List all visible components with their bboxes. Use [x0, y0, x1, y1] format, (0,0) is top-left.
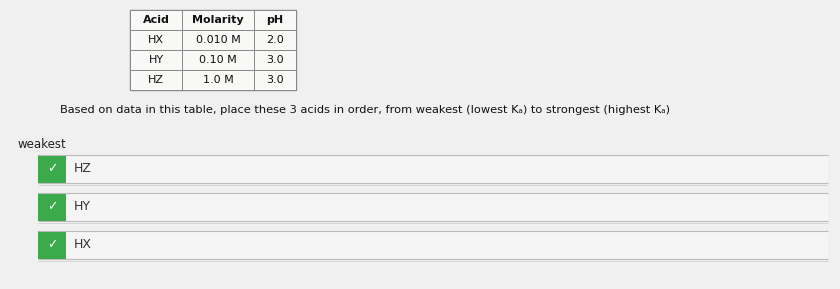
Bar	[130, 30, 182, 50]
Text: HX: HX	[148, 35, 164, 45]
Bar	[254, 50, 296, 70]
Bar	[130, 70, 182, 90]
Bar	[38, 231, 828, 259]
Text: 3.0: 3.0	[266, 55, 284, 65]
Bar	[130, 50, 182, 70]
Text: HZ: HZ	[148, 75, 164, 85]
Text: 3.0: 3.0	[266, 75, 284, 85]
Text: ✓: ✓	[47, 162, 57, 175]
Bar	[182, 50, 254, 70]
Text: ✓: ✓	[47, 238, 57, 251]
Text: 0.010 M: 0.010 M	[196, 35, 240, 45]
Text: pH: pH	[266, 15, 284, 25]
Text: HZ: HZ	[74, 162, 92, 175]
Text: 0.10 M: 0.10 M	[199, 55, 237, 65]
Text: Based on data in this table, place these 3 acids in order, from weakest (lowest : Based on data in this table, place these…	[60, 105, 670, 115]
Text: Molarity: Molarity	[192, 15, 244, 25]
Bar	[254, 30, 296, 50]
Text: ✓: ✓	[47, 201, 57, 214]
Bar	[38, 193, 66, 221]
Text: HY: HY	[149, 55, 164, 65]
Text: 1.0 M: 1.0 M	[202, 75, 234, 85]
Bar	[38, 193, 828, 221]
Bar	[182, 30, 254, 50]
Text: HY: HY	[74, 201, 91, 214]
Bar	[38, 231, 66, 259]
Bar	[38, 155, 66, 183]
Text: Acid: Acid	[143, 15, 170, 25]
Bar	[38, 155, 828, 183]
Bar	[130, 10, 182, 30]
Bar	[130, 10, 296, 90]
Text: HX: HX	[74, 238, 92, 251]
Bar	[254, 70, 296, 90]
Bar	[182, 70, 254, 90]
Text: weakest: weakest	[18, 138, 66, 151]
Bar	[254, 10, 296, 30]
Bar	[182, 10, 254, 30]
Text: 2.0: 2.0	[266, 35, 284, 45]
